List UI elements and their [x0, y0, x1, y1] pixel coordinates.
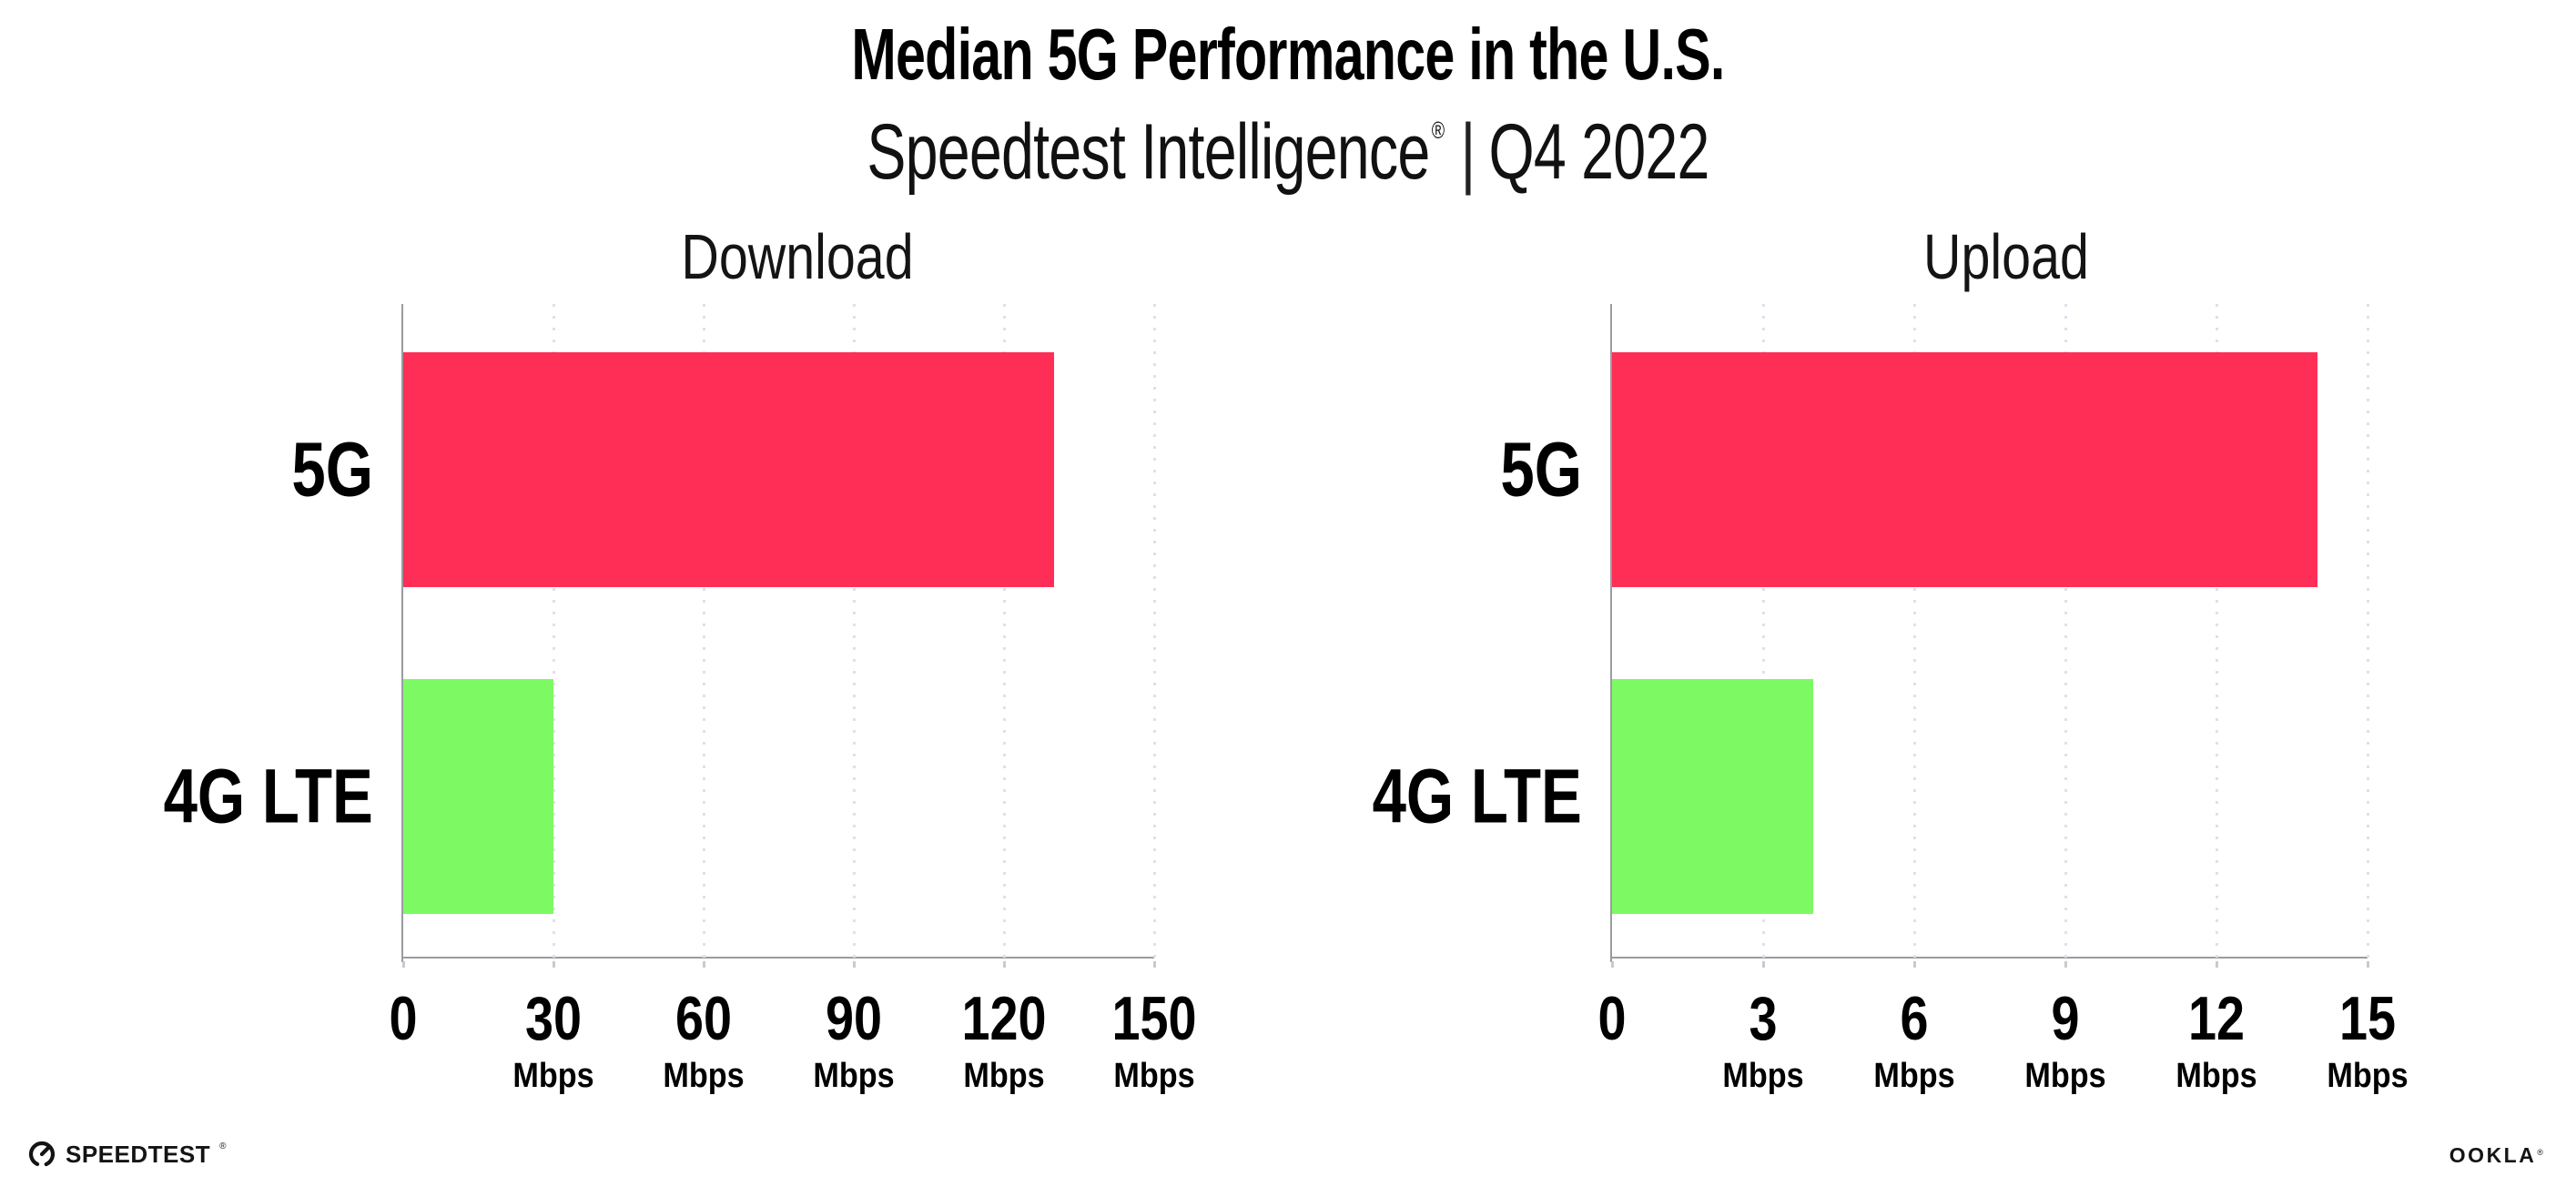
axis-tick-mark [1152, 961, 1156, 968]
gridline [852, 304, 856, 959]
axis-tick-mark [702, 961, 705, 968]
download-chart-title: Download [681, 221, 914, 292]
axis-tick-mark [1761, 961, 1765, 968]
speedtest-registered-mark-icon: ® [219, 1141, 227, 1151]
axis-tick-mark [2064, 961, 2067, 968]
gridline [2064, 304, 2067, 959]
x-tick-unit: Mbps [1722, 1057, 1804, 1095]
y-label-5g: 5G [291, 426, 373, 512]
axis-tick-mark [852, 961, 856, 968]
y-label-4g-lte: 4G LTE [163, 753, 373, 839]
x-tick-label: 120 Mbps [952, 988, 1055, 1093]
x-tick-label: 15 Mbps [2322, 988, 2412, 1093]
ookla-registered-mark-icon: ® [2537, 1148, 2543, 1157]
axis-tick-mark [1610, 961, 1614, 968]
x-tick-unit: Mbps [963, 1057, 1045, 1095]
y-axis-line [1610, 304, 1612, 962]
x-tick-unit: Mbps [1873, 1057, 1955, 1095]
x-tick-unit: Mbps [2024, 1057, 2106, 1095]
x-tick-label: 3 Mbps [1718, 988, 1808, 1093]
x-tick-label: 9 Mbps [2020, 988, 2110, 1093]
bar-4g-lte [403, 679, 553, 914]
gridline [1912, 304, 1916, 959]
gridline [1761, 304, 1765, 959]
x-tick-value: 0 [1597, 984, 1627, 1053]
gridline [2366, 304, 2369, 959]
speedtest-gauge-icon [27, 1140, 56, 1169]
axis-tick-mark [1912, 961, 1916, 968]
x-tick-label: 12 Mbps [2171, 988, 2261, 1093]
x-tick-value: 30 [524, 984, 583, 1053]
axis-tick-mark [2215, 961, 2218, 968]
x-tick-unit: Mbps [2327, 1057, 2409, 1095]
upload-chart-title: Upload [1923, 221, 2089, 292]
subtitle-separator: | [1460, 108, 1476, 196]
x-tick-unit: Mbps [512, 1057, 594, 1095]
speedtest-label: SPEEDTEST [66, 1140, 211, 1168]
gridline [702, 304, 705, 959]
y-label-4g-lte: 4G LTE [1372, 753, 1582, 839]
x-tick-value: 120 [961, 984, 1047, 1053]
subtitle-brand: Speedtest Intelligence [867, 108, 1430, 196]
axis-tick-mark [401, 961, 405, 968]
x-tick-value: 3 [1749, 984, 1778, 1053]
bar-5g [1612, 352, 2317, 587]
ookla-logo: OOKLA® [2449, 1143, 2543, 1168]
x-tick-unit: Mbps [663, 1057, 745, 1095]
subtitle-period: Q4 2022 [1488, 108, 1709, 196]
x-tick-label: 90 Mbps [808, 988, 898, 1093]
x-tick-value: 150 [1111, 984, 1197, 1053]
page-subtitle: Speedtest Intelligence® | Q4 2022 [867, 107, 1709, 198]
upload-plot-area: 0 3 Mbps 6 Mbps 9 Mbps 12 Mbps 15 Mbps 5G 4G LTE [1373, 304, 2409, 1093]
y-label-5g: 5G [1500, 426, 1582, 512]
gridline [1002, 304, 1006, 959]
axis-tick-mark [2366, 961, 2369, 968]
x-tick-label: 60 Mbps [658, 988, 748, 1093]
x-tick-unit: Mbps [1113, 1057, 1195, 1095]
gridline [552, 304, 555, 959]
x-tick-label: 0 [1595, 988, 1629, 1050]
x-axis-line [1610, 957, 2368, 959]
page-title: Median 5G Performance in the U.S. [851, 14, 1725, 95]
x-tick-value: 60 [674, 984, 733, 1053]
x-tick-unit: Mbps [2175, 1057, 2257, 1095]
gridline [1152, 304, 1156, 959]
x-tick-label: 0 [386, 988, 421, 1050]
x-tick-value: 9 [2051, 984, 2080, 1053]
x-tick-unit: Mbps [813, 1057, 895, 1095]
x-tick-value: 90 [825, 984, 883, 1053]
x-tick-label: 30 Mbps [508, 988, 598, 1093]
x-axis-line [401, 957, 1154, 959]
x-tick-value: 0 [389, 984, 418, 1053]
bar-4g-lte [1612, 679, 1814, 914]
x-tick-value: 15 [2338, 984, 2397, 1053]
gridline [2215, 304, 2218, 959]
x-tick-value: 6 [1900, 984, 1929, 1053]
axis-tick-mark [552, 961, 555, 968]
speedtest-logo: SPEEDTEST ® [27, 1140, 226, 1169]
y-axis-line [401, 304, 403, 962]
download-plot-area: 0 30 Mbps 60 Mbps 90 Mbps 120 Mbps 150 Mbps 5G 4G LT… [164, 304, 1197, 1093]
x-tick-label: 150 Mbps [1102, 988, 1205, 1093]
axis-tick-mark [1002, 961, 1006, 968]
x-tick-value: 12 [2187, 984, 2246, 1053]
x-tick-label: 6 Mbps [1869, 988, 1959, 1093]
registered-trademark-icon: ® [1431, 117, 1445, 144]
bar-5g [403, 352, 1054, 587]
ookla-label: OOKLA [2449, 1143, 2537, 1167]
